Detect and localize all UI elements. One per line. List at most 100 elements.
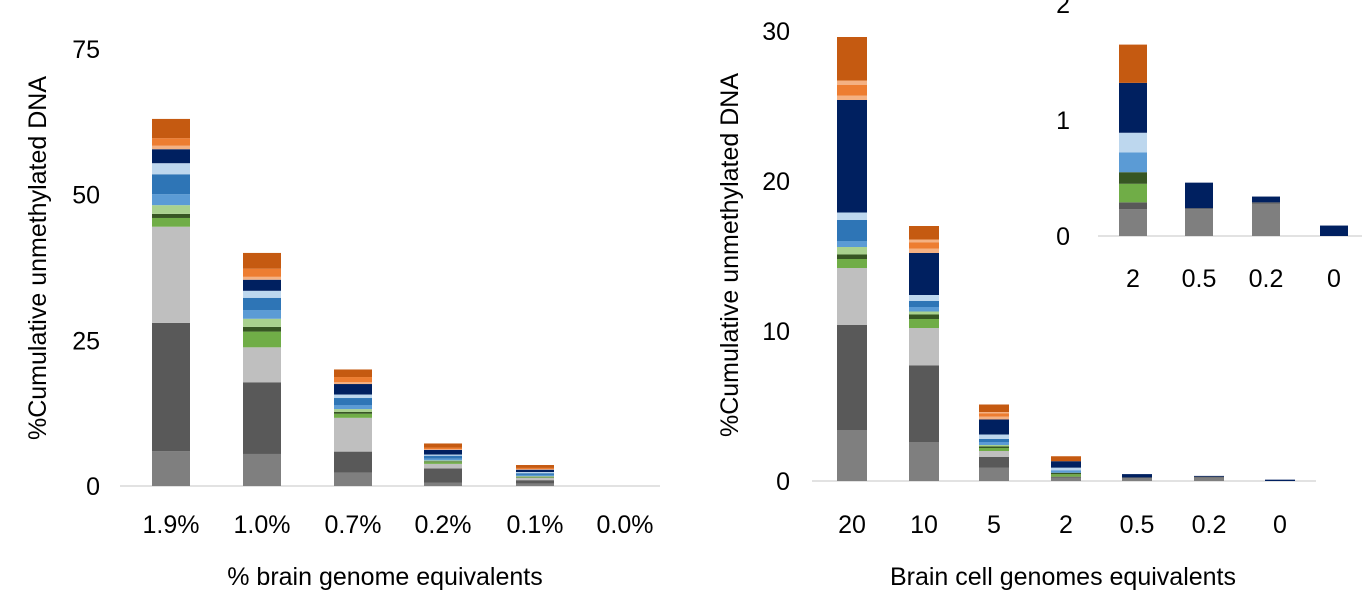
inset-bar-segment [1119,172,1147,184]
left-bar-segment [334,405,372,410]
left-bar-segment [516,477,554,481]
right-bar-segment [979,413,1009,417]
right-bar-segment [1265,479,1295,481]
right-bar-segment [909,248,939,253]
right-bar-segment [979,451,1009,457]
inset-bar-segment [1185,182,1213,209]
right-bar-segment [837,241,867,247]
right-bar-segment [979,433,1009,435]
left-y-tick-label: 75 [72,36,100,64]
inset-x-tick-label: 2 [1126,265,1140,293]
right-bar-segment [909,226,939,240]
right-bar-segment [979,434,1009,439]
right-x-tick-label: 20 [838,511,866,539]
left-bar-segment [424,461,462,463]
left-x-tick-label: 0.0% [597,511,654,539]
left-bar-segment [334,413,372,418]
inset-bar-segment [1119,202,1147,210]
left-bar-segment [152,205,190,214]
left-bar-segment [243,268,281,277]
inset-chart: 0 1 2 2 0.5 0.2 0 [1056,0,1362,293]
right-bar-segment [979,404,1009,412]
right-bar-segment [909,307,939,312]
right-x-ticks: 20 10 5 2 0.5 0.2 0 [838,511,1287,539]
inset-bar-segment [1119,209,1147,236]
right-bar-segment [979,448,1009,451]
inset-bar-segment [1252,203,1280,236]
inset-bar-segment [1320,225,1348,236]
right-bar-segment [1194,476,1224,478]
right-bar-segment [979,419,1009,433]
right-bar-segment [909,328,939,366]
left-bar-segment [334,409,372,412]
right-bar-segment [1194,476,1224,481]
left-bars [152,118,554,486]
left-bar-segment [424,468,462,483]
right-bar-segment [1051,472,1081,475]
inset-bar-segment [1252,202,1280,204]
right-x-tick-label: 2 [1059,511,1073,539]
left-bar-segment [152,138,190,146]
right-bar-segment [909,319,939,328]
left-bar-segment [424,460,462,462]
left-x-tick-label: 1.0% [234,511,291,539]
left-x-tick-label: 1.9% [143,511,200,539]
right-bar-segment [1051,476,1081,478]
left-bar-segment [152,149,190,164]
left-bar-segment [516,480,554,484]
left-bar-segment [243,326,281,332]
left-y-tick-label: 0 [86,473,100,501]
right-bar-segment [909,311,939,315]
right-bar-segment [837,325,867,430]
left-bar-segment [152,226,190,323]
right-bar-segment [837,80,867,85]
right-bar-segment [979,442,1009,445]
right-bar-segment [909,295,939,301]
left-y-tick-label: 25 [72,327,100,355]
inset-x-tick-label: 0 [1327,265,1341,293]
left-bar-segment [243,297,281,311]
right-bar-segment [979,467,1009,481]
left-bar-segment [516,472,554,474]
right-bar-segment [979,412,1009,414]
left-bar-segment [516,477,554,478]
right-x-axis-label: Brain cell genomes equivalents [890,563,1236,590]
left-bar-segment [243,310,281,319]
left-bar-segment [334,412,372,414]
right-y-tick-label: 20 [762,168,790,196]
left-bar-segment [334,382,372,385]
right-bar-segment [837,220,867,241]
inset-bar-segment [1185,208,1213,210]
left-bar-segment [424,482,462,486]
right-bar-segment [909,442,939,481]
right-x-tick-label: 0.5 [1120,511,1155,539]
left-bar-segment [334,377,372,383]
right-bar-segment [1051,470,1081,473]
left-bar-segment [152,145,190,150]
inset-bar-segment [1252,196,1280,203]
left-bar-segment [243,318,281,327]
right-bar-segment [979,457,1009,468]
inset-x-tick-label: 0.2 [1249,265,1284,293]
left-bar-segment [334,384,372,395]
inset-x-ticks: 2 0.5 0.2 0 [1126,265,1341,293]
left-y-ticks: 0 25 50 75 [72,36,100,501]
right-bar-segment [1051,477,1081,481]
right-bar-segment [1194,475,1224,477]
left-x-axis-label: % brain genome equivalents [227,563,542,590]
right-bar-segment [837,85,867,96]
left-x-tick-label: 0.1% [507,511,564,539]
left-bar-segment [516,476,554,477]
left-bar-segment [334,451,372,473]
right-bar-segment [837,212,867,220]
left-y-axis-label: %Cumulative unmethylated DNA [24,76,52,440]
right-x-tick-label: 0 [1273,511,1287,539]
left-bar-segment [152,213,190,218]
left-bar-segment [424,454,462,456]
right-bar-segment [909,253,939,292]
left-bar-segment [516,469,554,470]
left-bar-segment [424,462,462,464]
left-x-ticks: 1.9% 1.0% 0.7% 0.2% 0.1% 0.0% [143,511,654,539]
left-bar-segment [334,394,372,399]
